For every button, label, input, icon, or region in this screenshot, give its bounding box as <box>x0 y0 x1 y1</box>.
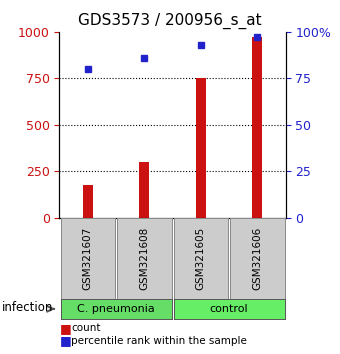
Text: GSM321605: GSM321605 <box>196 227 206 290</box>
Bar <box>83 185 93 218</box>
Text: GDS3573 / 200956_s_at: GDS3573 / 200956_s_at <box>78 12 262 29</box>
Bar <box>139 162 149 218</box>
Text: infection: infection <box>2 301 53 314</box>
Text: percentile rank within the sample: percentile rank within the sample <box>71 336 247 346</box>
Bar <box>196 78 206 218</box>
Text: GSM321607: GSM321607 <box>83 227 93 290</box>
Text: count: count <box>71 323 101 333</box>
Text: ■: ■ <box>59 334 71 347</box>
Text: GSM321606: GSM321606 <box>252 227 262 290</box>
Text: GSM321608: GSM321608 <box>139 227 149 290</box>
Bar <box>252 36 262 218</box>
Text: control: control <box>210 304 249 314</box>
Text: C. pneumonia: C. pneumonia <box>77 304 155 314</box>
Text: ■: ■ <box>59 322 71 335</box>
